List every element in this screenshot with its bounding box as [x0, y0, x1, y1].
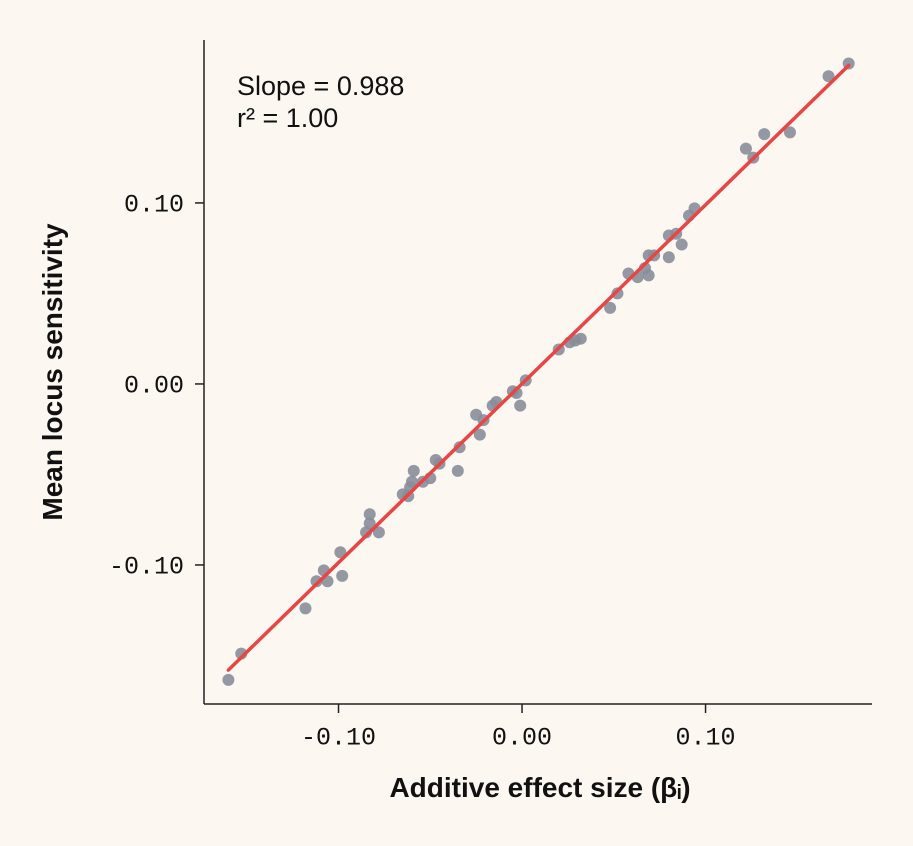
point — [299, 602, 312, 615]
point — [372, 526, 385, 539]
annotation: r² = 1.00 — [237, 103, 338, 133]
point — [360, 526, 373, 539]
point — [451, 464, 464, 477]
point — [574, 332, 587, 345]
point — [604, 301, 617, 314]
point — [222, 673, 235, 686]
point — [336, 569, 349, 582]
y-axis-label: Mean locus sensitivity — [37, 223, 68, 521]
point — [405, 475, 418, 488]
point — [662, 251, 675, 264]
point — [783, 126, 796, 139]
x-tick-label: -0.10 — [301, 724, 376, 753]
fit-line — [226, 63, 851, 672]
x-axis-label: Additive effect size (βᵢ) — [389, 772, 690, 803]
y-tick-label: -0.10 — [109, 553, 184, 582]
point — [642, 269, 655, 282]
point — [739, 142, 752, 155]
x-tick-label: 0.00 — [492, 724, 552, 753]
point — [453, 441, 466, 454]
annotation: Slope = 0.988 — [237, 71, 404, 101]
point — [363, 517, 376, 530]
point — [675, 238, 688, 251]
point — [473, 428, 486, 441]
point — [611, 287, 624, 300]
point — [822, 70, 835, 83]
point — [363, 508, 376, 521]
point — [310, 575, 323, 588]
y-tick-label: 0.10 — [124, 191, 184, 220]
point — [407, 464, 420, 477]
y-tick-label: 0.00 — [124, 372, 184, 401]
point — [758, 128, 771, 141]
x-tick-label: 0.10 — [676, 724, 736, 753]
point — [334, 546, 347, 559]
point — [514, 399, 527, 412]
